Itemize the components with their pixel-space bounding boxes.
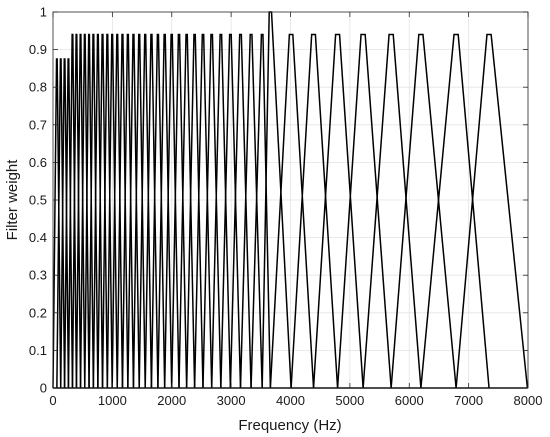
y-tick-label: 0.6	[29, 155, 47, 170]
y-tick-label: 0.7	[29, 117, 47, 132]
x-tick-label: 2000	[157, 393, 186, 408]
y-tick-label: 0.1	[29, 343, 47, 358]
x-axis-label: Frequency (Hz)	[238, 417, 341, 434]
x-tick-label: 7000	[454, 393, 483, 408]
y-tick-label: 0.8	[29, 80, 47, 95]
filter-32-line	[229, 33, 252, 389]
y-tick-label: 0.2	[29, 305, 47, 320]
x-tick-label: 3000	[217, 393, 246, 408]
filter-41-line	[390, 33, 457, 389]
x-tick-label: 0	[49, 393, 56, 408]
filter-38-line	[312, 33, 364, 389]
x-tick-label: 6000	[395, 393, 424, 408]
filter-30-line	[210, 33, 232, 389]
filter-43-line	[455, 33, 529, 389]
y-tick-label: 0.4	[29, 230, 47, 245]
y-tick-label: 0	[40, 381, 47, 396]
y-axis-label: Filter weight	[4, 159, 21, 241]
filter-36-line	[269, 33, 315, 389]
filter-33-line	[239, 33, 263, 389]
filter-39-line	[336, 33, 392, 389]
y-tick-label: 0.3	[29, 268, 47, 283]
y-tick-label: 0.5	[29, 193, 47, 208]
axis-ticks: 0 1000 2000 3000 4000 5000 6000 7000 8000 0 0.1 0.2…	[29, 5, 543, 409]
x-tick-label: 5000	[335, 393, 364, 408]
x-tick-label: 4000	[276, 393, 305, 408]
y-tick-label: 0.9	[29, 42, 47, 57]
filter-37-line	[290, 33, 339, 389]
filter-40-line	[362, 33, 422, 389]
x-tick-label: 1000	[98, 393, 127, 408]
filter-31-line	[220, 33, 242, 389]
filter-bank-series	[52, 11, 529, 389]
x-tick-label: 8000	[514, 393, 543, 408]
y-tick-label: 1	[40, 5, 47, 20]
filter-34-line	[250, 33, 272, 389]
filter-42-line	[420, 33, 490, 389]
